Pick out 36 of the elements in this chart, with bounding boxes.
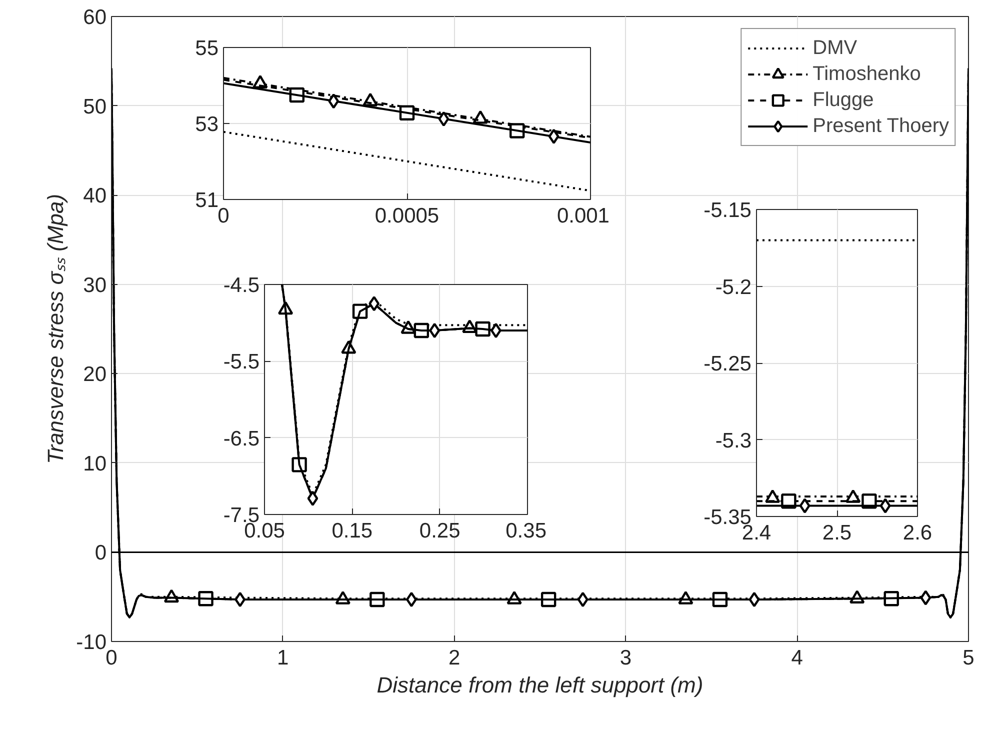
y-tick-label: -5.2: [715, 276, 752, 299]
x-tick-label: 0.0005: [374, 204, 440, 228]
y-tick-label: 60: [83, 6, 106, 29]
legend-label: DMV: [812, 36, 858, 60]
x-tick-label: 2: [448, 646, 460, 670]
x-tick-label: 0.35: [506, 520, 547, 542]
x-tick-label: 5: [962, 646, 974, 670]
y-tick-label: -5.15: [704, 199, 752, 222]
y-tick-label: 55: [195, 37, 218, 60]
x-tick-label: 0.25: [419, 520, 460, 542]
x-tick-label: 0.15: [332, 520, 373, 542]
y-tick-label: 50: [83, 95, 106, 118]
x-tick-label: 2.6: [902, 522, 932, 544]
legend-label: Present Thoery: [812, 114, 949, 138]
x-tick-label: 4: [791, 646, 804, 670]
y-axis-title: Transverse stress σₛₛ (Mpa): [43, 194, 68, 464]
x-tick-label: 2.5: [822, 522, 852, 544]
y-tick-label: -5.25: [704, 352, 752, 376]
y-tick-label: 0: [94, 542, 107, 565]
y-tick-label: -5.3: [715, 429, 752, 452]
y-tick-label: 40: [83, 184, 106, 208]
y-tick-label: -4.5: [223, 274, 260, 297]
y-tick-label: -6.5: [223, 427, 260, 450]
y-tick-label: 20: [83, 363, 106, 386]
y-tick-label: 51: [195, 189, 218, 212]
x-axis-title: Distance from the left support (m): [376, 672, 704, 698]
y-tick-label: -10: [76, 631, 107, 654]
y-tick-label: -5.5: [223, 350, 260, 374]
y-tick-label: 30: [83, 274, 106, 297]
x-tick-label: 3: [620, 646, 632, 670]
x-tick-label: 1: [277, 646, 289, 670]
legend-label: Timoshenko: [812, 62, 921, 86]
y-tick-label: 53: [195, 113, 218, 136]
y-tick-label: 10: [83, 452, 106, 476]
x-tick-label: 0.001: [556, 204, 610, 228]
legend-label: Flugge: [812, 88, 874, 112]
